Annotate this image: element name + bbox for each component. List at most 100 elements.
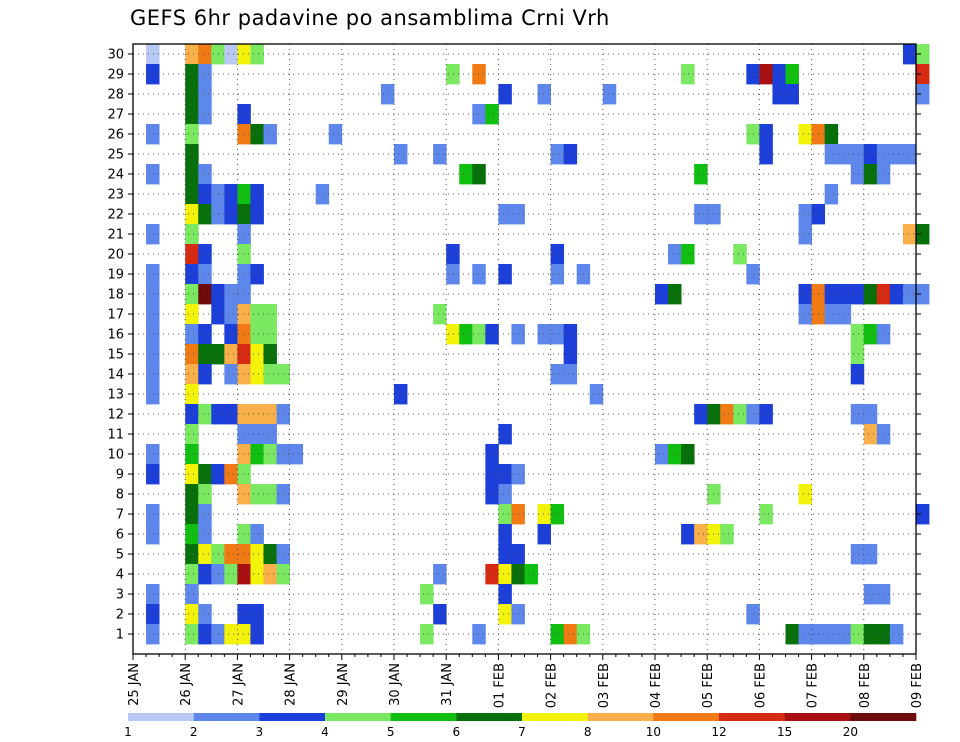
heatmap-cell [472, 624, 486, 645]
heatmap-cell [237, 604, 251, 625]
heatmap-cell [681, 524, 695, 545]
heatmap-cell [198, 44, 212, 65]
heatmap-cell [550, 624, 565, 645]
heatmap-cell [824, 624, 839, 645]
heatmap-cell [237, 344, 251, 365]
heatmap-cell [237, 464, 251, 485]
y-tick-label: 1 [116, 628, 124, 643]
heatmap-cell [185, 104, 199, 125]
heatmap-cell [237, 244, 251, 265]
heatmap-cell [315, 184, 330, 205]
y-tick-label: 15 [107, 348, 124, 363]
x-tick-label: 02 FEB [545, 663, 560, 708]
heatmap-cell [537, 84, 551, 105]
y-tick-label: 22 [107, 208, 124, 223]
colorbar-swatch [390, 713, 457, 721]
heatmap-cell [433, 604, 447, 625]
heatmap-cell [237, 424, 251, 445]
heatmap-cell [224, 304, 238, 325]
heatmap-cell [250, 544, 264, 565]
heatmap-cell [433, 304, 447, 325]
heatmap-cell [798, 284, 812, 305]
heatmap-cell [589, 384, 604, 405]
heatmap-cell [759, 124, 773, 145]
heatmap-cell [772, 84, 786, 105]
heatmap-cell [198, 524, 212, 545]
heatmap-cell [837, 624, 852, 645]
heatmap-cell [237, 444, 251, 465]
y-tick-label: 16 [107, 328, 124, 343]
heatmap-cell [185, 144, 199, 165]
heatmap-cell [824, 304, 839, 325]
heatmap-cell [837, 284, 852, 305]
heatmap-cell [472, 104, 486, 125]
heatmap-cell [668, 444, 682, 465]
y-tick-label: 2 [116, 608, 124, 623]
heatmap-cell [250, 44, 264, 65]
heatmap-cell [850, 324, 865, 345]
heatmap-cell [198, 544, 212, 565]
heatmap-cell [185, 424, 199, 445]
heatmap-cell [850, 344, 865, 365]
y-tick-label: 20 [107, 248, 124, 263]
heatmap-cell [185, 64, 199, 85]
heatmap-cell [498, 504, 512, 525]
y-axis: 1234567891011121314151617181920212223242… [107, 48, 921, 643]
heatmap-cell [146, 444, 160, 465]
heatmap-cell [863, 584, 878, 605]
heatmap-cell [798, 484, 812, 505]
heatmap-cell [185, 364, 199, 385]
y-tick-label: 23 [107, 188, 124, 203]
heatmap-cell [759, 404, 773, 425]
heatmap-cell [250, 424, 264, 445]
heatmap-cell [250, 364, 264, 385]
heatmap-cell [459, 324, 473, 345]
heatmap-cell [798, 224, 812, 245]
chart-title: GEFS 6hr padavine po ansamblima Crni Vrh [130, 6, 610, 30]
heatmap-cell [850, 284, 865, 305]
heatmap-cell [694, 524, 708, 545]
heatmap-cell [863, 404, 878, 425]
heatmap-cell [224, 404, 238, 425]
heatmap-cell [798, 204, 812, 225]
y-tick-label: 3 [116, 588, 124, 603]
x-tick-label: 07 FEB [806, 663, 821, 708]
heatmap-cell [902, 144, 917, 165]
heatmap-cell [498, 604, 512, 625]
heatmap-cell [916, 84, 930, 105]
heatmap-cell [198, 284, 212, 305]
heatmap-cell [250, 184, 264, 205]
y-tick-label: 11 [107, 428, 124, 443]
heatmap-cell [224, 544, 238, 565]
heatmap-cell [185, 304, 199, 325]
heatmap-cell [185, 224, 199, 245]
x-tick-label: 09 FEB [910, 663, 925, 708]
heatmap-cell [185, 624, 199, 645]
heatmap-cell [759, 144, 773, 165]
heatmap-cell [498, 484, 512, 505]
heatmap-cell [237, 544, 251, 565]
heatmap-cell [146, 504, 160, 525]
x-tick-label: 31 JAN [440, 663, 455, 706]
heatmap-cell [263, 544, 277, 565]
heatmap-cell [224, 464, 238, 485]
heatmap-cell [237, 564, 251, 585]
colorbar-swatch [784, 713, 851, 721]
y-tick-label: 19 [107, 268, 124, 283]
heatmap-cell [420, 584, 434, 605]
y-tick-label: 28 [107, 88, 124, 103]
heatmap-cell [198, 264, 212, 285]
heatmap-cell [224, 364, 238, 385]
x-tick-label: 28 JAN [284, 663, 299, 706]
heatmap-cell [668, 284, 682, 305]
heatmap-cell [185, 504, 199, 525]
heatmap-cell [380, 84, 395, 105]
heatmap-cell [772, 64, 786, 85]
heatmap-cell [863, 144, 878, 165]
heatmap-cell [146, 384, 160, 405]
heatmap-cell [198, 64, 212, 85]
heatmap-cell [250, 564, 264, 585]
heatmap-cell [250, 524, 264, 545]
colorbar-label: 12 [711, 725, 726, 739]
heatmap-cell [146, 324, 160, 345]
